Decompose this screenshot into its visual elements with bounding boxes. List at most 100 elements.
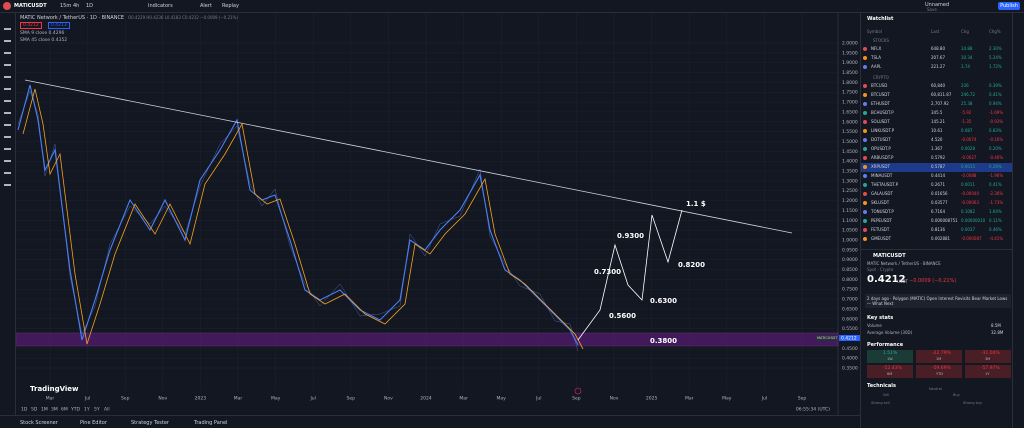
range-button[interactable]: 6M xyxy=(61,407,68,413)
range-button[interactable]: YTD xyxy=(70,407,80,413)
tool-icon[interactable] xyxy=(4,100,11,102)
section-header: STOCKS xyxy=(873,38,890,43)
range-button[interactable]: 5Y xyxy=(94,407,100,413)
price-axis-label: 1.2500 xyxy=(842,188,858,194)
bottom-bar: Stock Screener Pine Editor Strategy Tester… xyxy=(0,415,860,428)
tool-icon[interactable] xyxy=(4,184,11,186)
row-value: 0.0011 xyxy=(961,182,975,187)
row-symbol: GALAUSDT xyxy=(871,191,893,196)
row-value: 6.7164 xyxy=(931,209,945,214)
buy-price[interactable]: 0.4213 xyxy=(48,22,70,29)
bottom-tab[interactable]: Stock Screener xyxy=(20,420,58,426)
gauge-label: Buy xyxy=(953,393,960,397)
symbol-icon xyxy=(863,183,867,187)
tool-icon[interactable] xyxy=(4,124,11,126)
row-value: 1.64% xyxy=(989,209,1002,214)
layout-name[interactable]: Unnamed xyxy=(925,2,950,8)
range-button[interactable]: All xyxy=(104,407,110,413)
annotation-label: 0.5600 xyxy=(609,312,636,320)
performance-box[interactable] xyxy=(916,350,962,363)
row-value: 0.26% xyxy=(989,164,1002,169)
top-toolbar xyxy=(0,0,1024,13)
price-axis-label: 0.4500 xyxy=(842,346,858,352)
alert-button[interactable]: Alert xyxy=(200,3,212,9)
bottom-tab[interactable]: Trading Panel xyxy=(194,420,228,426)
row-value: -1.69% xyxy=(989,110,1004,115)
price-axis-label: 1.4500 xyxy=(842,149,858,155)
range-button[interactable]: 3M xyxy=(51,407,58,413)
time-axis-label: Nov xyxy=(384,396,393,402)
performance-box[interactable] xyxy=(965,365,1011,378)
price-axis-label: 1.5000 xyxy=(842,139,858,145)
save-button[interactable]: Save xyxy=(927,7,937,12)
time-axis-label: Mar xyxy=(46,396,55,402)
range-button[interactable]: 1Y xyxy=(84,407,90,413)
range-button[interactable]: 1D xyxy=(21,407,28,413)
tool-icon[interactable] xyxy=(4,88,11,90)
performance-value: 1.51% xyxy=(883,351,898,356)
annotation-label: 0.8200 xyxy=(678,261,705,269)
current-symbol-label: MATICUSDT xyxy=(817,336,838,340)
time-axis-label: Sep xyxy=(572,396,581,402)
tool-icon[interactable] xyxy=(4,76,11,78)
details-divider xyxy=(861,249,1013,250)
price-axis-label: 0.6000 xyxy=(842,316,858,322)
annotation-label: 1.1 $ xyxy=(686,200,706,208)
tool-icon[interactable] xyxy=(4,28,11,30)
tool-icon[interactable] xyxy=(4,160,11,162)
performance-box[interactable] xyxy=(965,350,1011,363)
logo: TradingView xyxy=(30,385,79,393)
sell-price[interactable]: 0.4212 xyxy=(20,22,42,29)
watchlist-row[interactable] xyxy=(861,163,1013,172)
stat-value: 8.5M xyxy=(991,323,1001,328)
tool-icon[interactable] xyxy=(4,148,11,150)
row-symbol: TSLA xyxy=(871,55,882,60)
row-value: -1.96% xyxy=(989,173,1004,178)
row-symbol: NFLX xyxy=(871,46,882,51)
symbol-search[interactable]: MATICUSDT xyxy=(14,3,47,9)
row-symbol: BTCUSDT xyxy=(871,92,890,97)
price-axis-label: 1.4000 xyxy=(842,159,858,165)
tool-icon[interactable] xyxy=(4,64,11,66)
performance-period: 1M xyxy=(936,357,942,361)
time-axis-label: May xyxy=(271,396,281,402)
news-item[interactable]: 2 days ago · Polygon (MATIC) Open Intere… xyxy=(865,294,1011,308)
performance-box[interactable] xyxy=(867,365,913,378)
indicator-legend: SMA 9 close 0.4296 xyxy=(20,31,65,36)
performance-box[interactable] xyxy=(916,365,962,378)
tool-icon[interactable] xyxy=(4,136,11,138)
indicators-button[interactable]: Indicators xyxy=(148,3,173,9)
row-value: 0.00000010 xyxy=(961,218,986,223)
price-line xyxy=(17,84,579,346)
bottom-tab[interactable]: Pine Editor xyxy=(80,420,107,426)
range-button[interactable]: 5D xyxy=(31,407,38,413)
tool-icon[interactable] xyxy=(4,40,11,42)
interval-button[interactable]: 15m xyxy=(60,3,72,9)
tool-icon[interactable] xyxy=(4,112,11,114)
row-value: 0.0015 xyxy=(961,164,975,169)
chart-area: 2.0000 1.9500 1.9000 1.8500 1.8000 1.7500 1.70… xyxy=(16,13,860,415)
price-axis-label: 1.7000 xyxy=(842,100,858,106)
symbol-icon xyxy=(863,192,867,196)
projection-line xyxy=(577,209,683,341)
stat-label: Average Volume (30D) xyxy=(867,330,913,335)
row-symbol: BTCUSD xyxy=(871,83,888,88)
performance-title: Performance xyxy=(867,342,904,348)
performance-period: 1W xyxy=(887,357,893,361)
goto-button[interactable] xyxy=(574,387,582,395)
tool-icon[interactable] xyxy=(4,172,11,174)
column-header: Chg% xyxy=(989,29,1001,34)
gauge-label: Strong sell xyxy=(871,401,890,405)
interval-button[interactable]: 4h xyxy=(73,3,80,9)
row-value: 0.000008751 xyxy=(931,218,958,223)
tool-icon[interactable] xyxy=(4,52,11,54)
column-header: Chg xyxy=(961,29,969,34)
replay-button[interactable]: Replay xyxy=(222,3,239,9)
bottom-tab[interactable]: Strategy Tester xyxy=(131,420,169,426)
range-button[interactable]: 1M xyxy=(41,407,48,413)
row-value: -0.00063 xyxy=(961,200,979,205)
performance-box[interactable] xyxy=(867,350,913,363)
row-symbol: XRPUSDT xyxy=(871,164,890,169)
publish-button[interactable]: Publish xyxy=(998,2,1020,10)
interval-button[interactable]: 1D xyxy=(86,3,94,9)
